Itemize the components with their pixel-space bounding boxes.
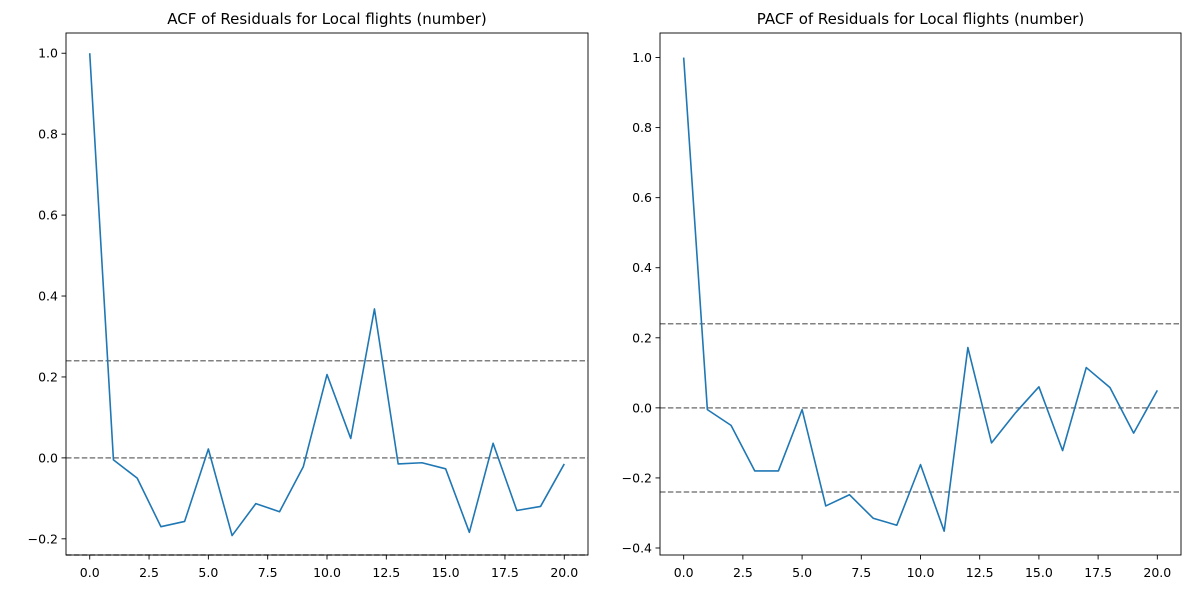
acf-x-tick-label: 10.0: [313, 565, 341, 580]
acf-y-tick-label: 0.4: [38, 289, 58, 304]
acf-y-tick-label: −0.2: [28, 531, 58, 546]
acf-x-tick-label: 12.5: [372, 565, 400, 580]
pacf-x-tick-label: 15.0: [1025, 565, 1053, 580]
pacf-x-tick-label: 2.5: [733, 565, 753, 580]
pacf-x-tick-label: 5.0: [792, 565, 812, 580]
pacf-y-tick-label: 0.0: [632, 400, 652, 415]
acf-y-tick-label: 0.6: [38, 208, 58, 223]
acf-x-tick-label: 7.5: [258, 565, 278, 580]
acf-x-tick-label: 20.0: [550, 565, 578, 580]
pacf-x-tick-label: 10.0: [907, 565, 935, 580]
acf-series-line: [88, 53, 565, 537]
acf-x-tick-label: 17.5: [491, 565, 519, 580]
acf-x-tick-label: 2.5: [139, 565, 159, 580]
acf-y-tick-label: 0.0: [38, 450, 58, 465]
acf-chart: ACF of Residuals for Local flights (numb…: [28, 10, 589, 580]
pacf-title: PACF of Residuals for Local flights (num…: [757, 10, 1085, 28]
acf-y-tick-label: 1.0: [38, 46, 58, 61]
pacf-series-line: [682, 57, 1159, 532]
pacf-y-tick-label: 0.2: [632, 330, 652, 345]
acf-x-tick-label: 0.0: [80, 565, 100, 580]
pacf-y-tick-label: 1.0: [632, 50, 652, 65]
pacf-x-tick-label: 17.5: [1084, 565, 1112, 580]
acf-x-tick-label: 5.0: [198, 565, 218, 580]
pacf-y-tick-label: 0.8: [632, 120, 652, 135]
acf-axes-frame: [65, 32, 589, 556]
pacf-y-tick-label: −0.2: [622, 470, 652, 485]
pacf-y-tick-label: −0.4: [622, 540, 652, 555]
acf-y-tick-label: 0.2: [38, 369, 58, 384]
acf-x-tick-label: 15.0: [432, 565, 460, 580]
pacf-y-tick-label: 0.4: [632, 260, 652, 275]
pacf-x-tick-label: 20.0: [1143, 565, 1171, 580]
pacf-x-tick-label: 7.5: [851, 565, 871, 580]
acf-y-tick-label: 0.8: [38, 127, 58, 142]
pacf-axes-frame: [659, 32, 1182, 556]
pacf-x-tick-label: 12.5: [966, 565, 994, 580]
pacf-y-tick-label: 0.6: [632, 190, 652, 205]
pacf-chart: PACF of Residuals for Local flights (num…: [622, 10, 1182, 580]
pacf-x-tick-label: 0.0: [674, 565, 694, 580]
acf-title: ACF of Residuals for Local flights (numb…: [167, 10, 486, 28]
